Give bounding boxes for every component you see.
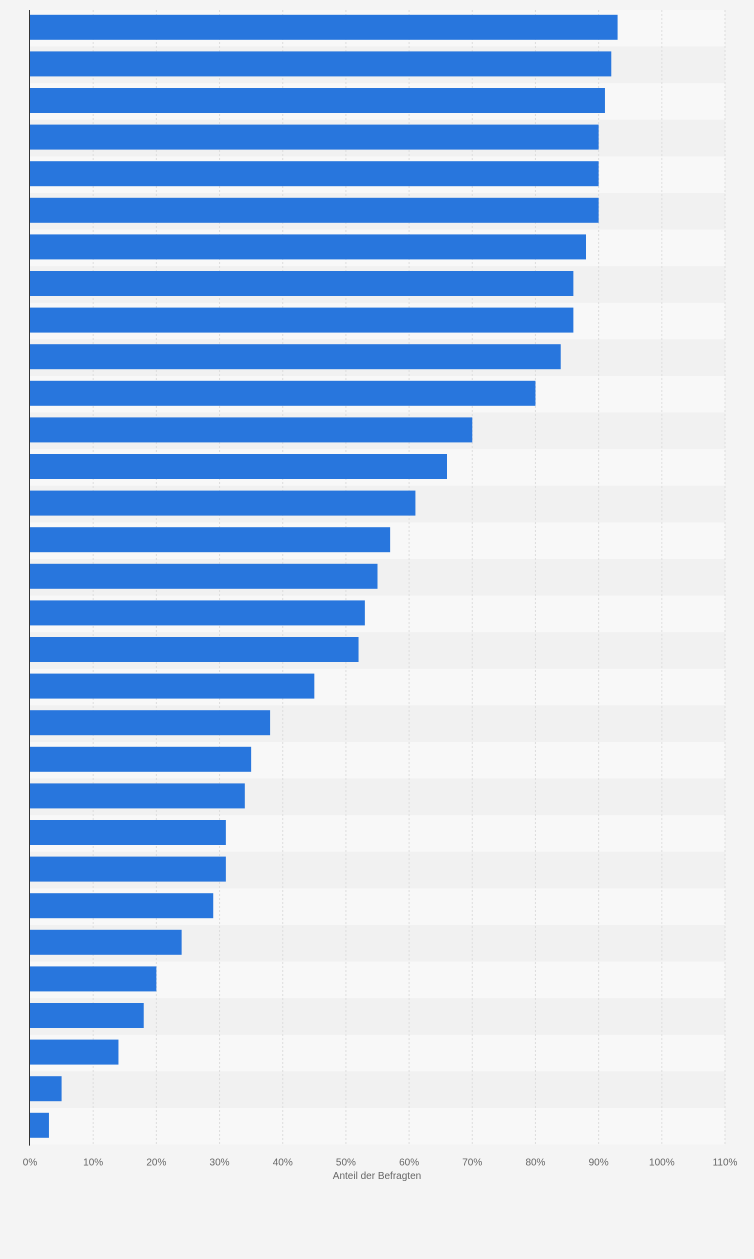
row-band <box>30 1071 725 1108</box>
x-axis-title: Anteil der Befragten <box>333 1171 421 1182</box>
bar <box>30 161 599 187</box>
bar <box>30 929 182 955</box>
bar <box>30 746 252 772</box>
bar <box>30 197 599 223</box>
bar <box>30 490 416 516</box>
x-tick-label: 20% <box>146 1158 166 1169</box>
x-tick-label: 110% <box>713 1158 738 1169</box>
x-tick-labels: 0% 10% 20% 30% 40% 50% 60% 70% 80% 90% 100% 110% <box>23 1158 738 1169</box>
bar <box>30 673 315 699</box>
x-tick-label: 50% <box>336 1158 356 1169</box>
bar <box>30 856 226 882</box>
bar <box>30 710 271 736</box>
bar <box>30 454 447 479</box>
bar <box>30 1076 62 1102</box>
bar <box>30 380 536 406</box>
bar <box>30 820 226 845</box>
bar <box>30 600 365 626</box>
x-tick-label: 40% <box>273 1158 293 1169</box>
x-tick-label: 30% <box>210 1158 230 1169</box>
row-band <box>30 998 725 1035</box>
bar <box>30 14 618 40</box>
x-tick-label: 70% <box>462 1158 482 1169</box>
bar <box>30 344 561 370</box>
bar <box>30 893 214 919</box>
x-tick-label: 10% <box>83 1158 103 1169</box>
bar <box>30 417 473 443</box>
bar <box>30 51 612 77</box>
x-tick-label: 100% <box>649 1158 675 1169</box>
bar <box>30 307 574 333</box>
x-tick-label: 80% <box>525 1158 545 1169</box>
bar <box>30 1112 49 1138</box>
row-band <box>30 1034 725 1072</box>
bar <box>30 527 391 553</box>
bar <box>30 966 157 992</box>
x-tick-label: 0% <box>23 1158 38 1169</box>
bar <box>30 1039 119 1065</box>
bar <box>30 783 245 809</box>
bar <box>30 271 574 296</box>
bar <box>30 124 599 150</box>
x-tick-label: 90% <box>589 1158 609 1169</box>
bar <box>30 88 605 113</box>
bar <box>30 1003 144 1028</box>
bar <box>30 234 586 260</box>
bar <box>30 637 359 662</box>
bars <box>30 14 618 1138</box>
x-tick-label: 60% <box>399 1158 419 1169</box>
bar <box>30 563 378 589</box>
row-band <box>30 1108 725 1145</box>
